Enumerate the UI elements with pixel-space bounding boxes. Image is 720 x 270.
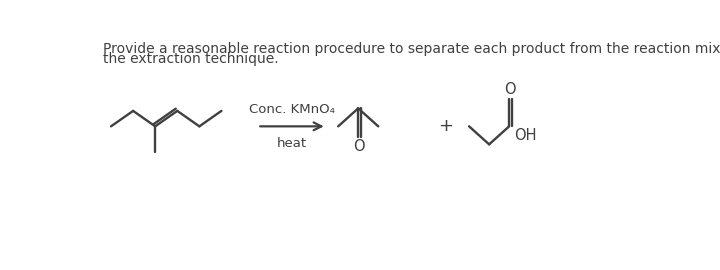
Text: OH: OH [515, 128, 537, 143]
Text: Conc. KMnO₄: Conc. KMnO₄ [249, 103, 335, 116]
Text: O: O [354, 139, 365, 154]
Text: the extraction technique.: the extraction technique. [104, 52, 279, 66]
Text: Provide a reasonable reaction procedure to separate each product from the reacti: Provide a reasonable reaction procedure … [104, 42, 720, 56]
Text: +: + [438, 117, 454, 135]
Text: heat: heat [277, 137, 307, 150]
Text: O: O [505, 82, 516, 97]
